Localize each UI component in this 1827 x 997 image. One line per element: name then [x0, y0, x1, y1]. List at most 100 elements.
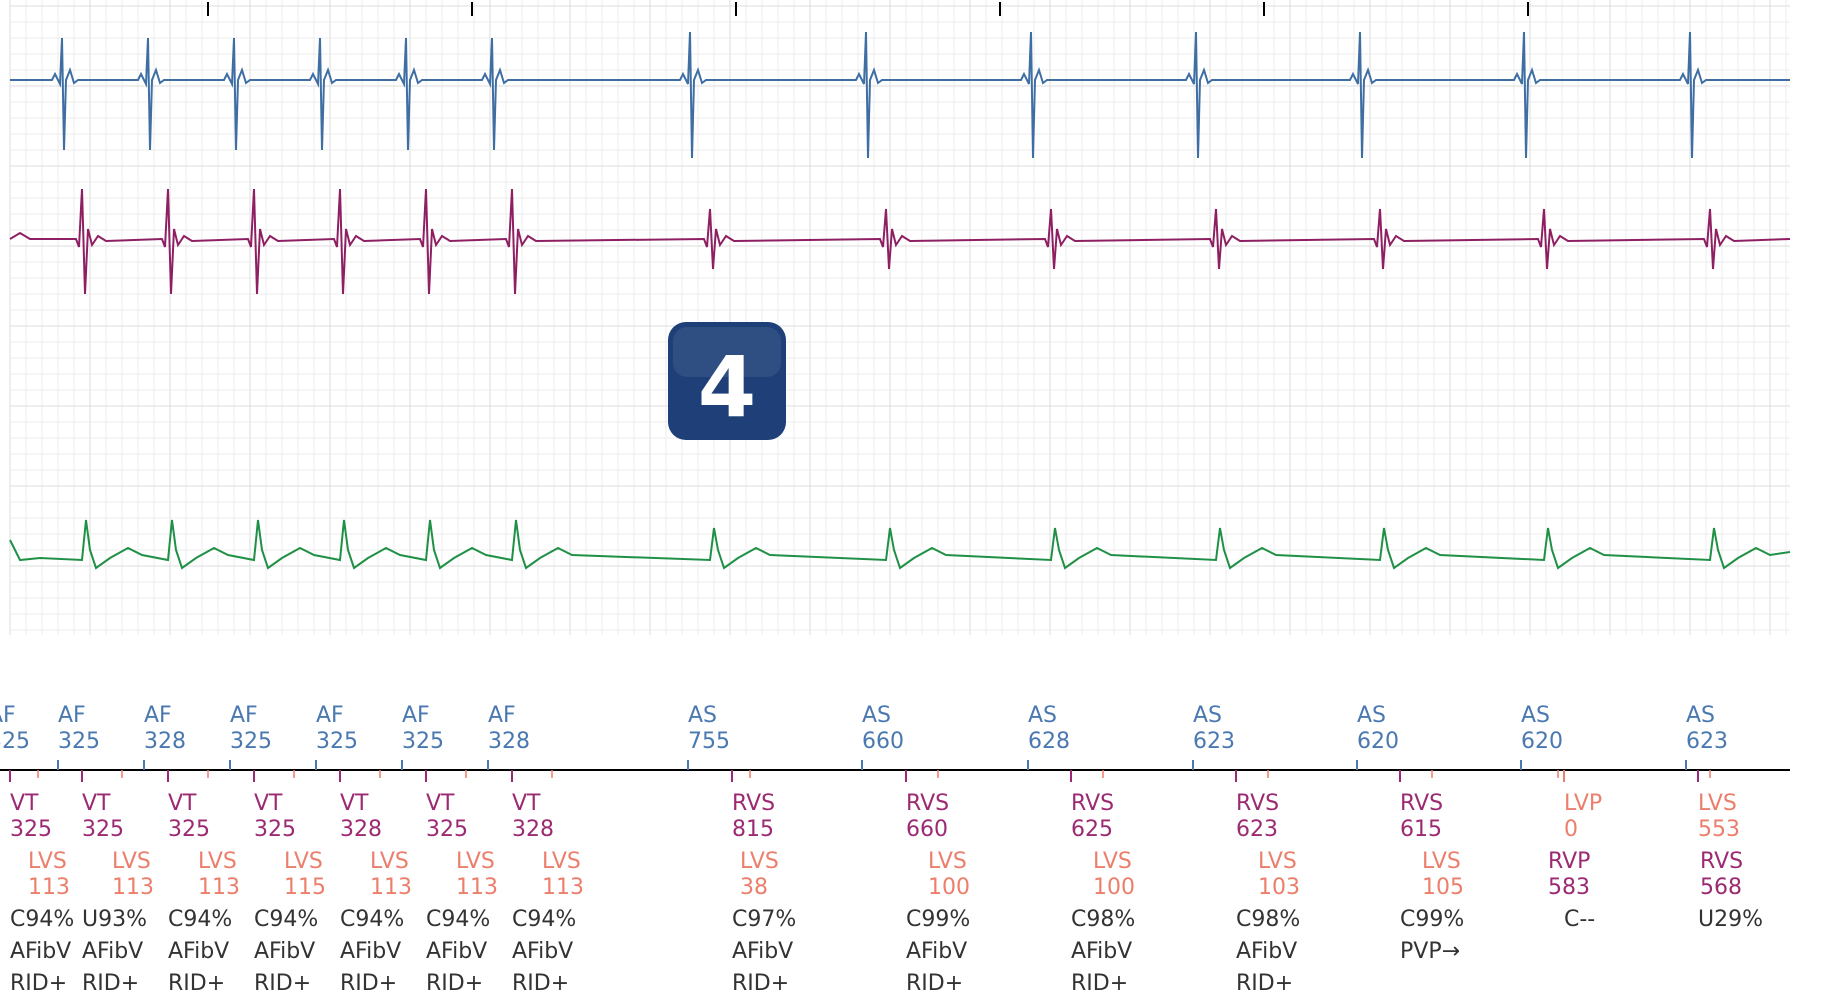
ventricular-interval: 328 — [340, 817, 382, 842]
ventricular-interval: 615 — [1400, 817, 1442, 842]
rid: RID+ — [82, 971, 139, 996]
rhythm: AFibV — [426, 939, 487, 964]
atrial-label: AS — [1193, 703, 1222, 728]
atrial-label: AS — [1028, 703, 1057, 728]
lv-label: LVS — [456, 849, 495, 874]
atrial-label: AF — [402, 703, 430, 728]
badge-number: 4 — [698, 338, 756, 436]
ventricular-label: VT — [426, 791, 455, 816]
trace-channel-2 — [9, 188, 1791, 295]
lv-label: LVS — [1422, 849, 1461, 874]
rid: RID+ — [426, 971, 483, 996]
atrial-label: AF — [0, 703, 16, 728]
confidence: C94% — [168, 907, 232, 932]
lv-label: RVS — [1700, 849, 1743, 874]
ventricular-label: VT — [340, 791, 369, 816]
rhythm: PVP→ — [1400, 939, 1460, 964]
ventricular-interval: 325 — [82, 817, 124, 842]
rhythm: AFibV — [512, 939, 573, 964]
atrial-interval: 328 — [144, 729, 186, 754]
rhythm: AFibV — [906, 939, 967, 964]
confidence: U93% — [82, 907, 147, 932]
ventricular-interval: 325 — [426, 817, 468, 842]
atrial-interval: 620 — [1521, 729, 1563, 754]
lv-interval: 113 — [456, 875, 498, 900]
confidence: C98% — [1236, 907, 1300, 932]
confidence: C94% — [512, 907, 576, 932]
ventricular-label: VT — [512, 791, 541, 816]
atrial-label: AF — [488, 703, 516, 728]
atrial-interval: 325 — [0, 729, 30, 754]
atrial-interval: 628 — [1028, 729, 1070, 754]
rid: RID+ — [512, 971, 569, 996]
atrial-label: AF — [144, 703, 172, 728]
confidence: C94% — [254, 907, 318, 932]
atrial-label: AF — [230, 703, 258, 728]
rhythm: AFibV — [1071, 939, 1132, 964]
rhythm: AFibV — [254, 939, 315, 964]
atrial-interval: 325 — [402, 729, 444, 754]
rid: RID+ — [1236, 971, 1293, 996]
ventricular-label: VT — [168, 791, 197, 816]
rid: RID+ — [732, 971, 789, 996]
lv-label: LVS — [28, 849, 67, 874]
lv-label: LVS — [112, 849, 151, 874]
ventricular-interval: 325 — [10, 817, 52, 842]
ventricular-interval: 325 — [254, 817, 296, 842]
rid: RID+ — [254, 971, 311, 996]
lv-label: LVS — [740, 849, 779, 874]
lv-label: LVS — [1258, 849, 1297, 874]
ventricular-label: VT — [82, 791, 111, 816]
ventricular-label: VT — [10, 791, 39, 816]
marker-channel: AF325VT325LVS113C94%AFibVRID+CthAF325VT3… — [0, 703, 1790, 996]
lv-interval: 113 — [370, 875, 412, 900]
lv-label: LVS — [284, 849, 323, 874]
confidence: C-- — [1564, 907, 1595, 932]
atrial-label: AS — [1686, 703, 1715, 728]
trace-channel-1 — [10, 31, 1790, 159]
lv-interval: 103 — [1258, 875, 1300, 900]
rid: RID+ — [10, 971, 67, 996]
rhythm: AFibV — [732, 939, 793, 964]
rhythm: AFibV — [340, 939, 401, 964]
lv-interval: 38 — [740, 875, 768, 900]
lv-interval: 105 — [1422, 875, 1464, 900]
trace-channel-3 — [9, 519, 1791, 570]
ventricular-interval: 660 — [906, 817, 948, 842]
ventricular-label: RVS — [906, 791, 949, 816]
atrial-interval: 325 — [58, 729, 100, 754]
rid: RID+ — [340, 971, 397, 996]
ventricular-interval: 328 — [512, 817, 554, 842]
ventricular-label: VT — [254, 791, 283, 816]
time-ticks — [207, 2, 1529, 16]
ventricular-label: LVS — [1698, 791, 1737, 816]
lv-label: LVS — [928, 849, 967, 874]
ventricular-interval: 625 — [1071, 817, 1113, 842]
lv-interval: 100 — [928, 875, 970, 900]
confidence: U29% — [1698, 907, 1763, 932]
ventricular-interval: 325 — [168, 817, 210, 842]
atrial-interval: 755 — [688, 729, 730, 754]
rid: RID+ — [168, 971, 225, 996]
lv-interval: 113 — [542, 875, 584, 900]
ventricular-label: LVP — [1564, 791, 1602, 816]
lv-label: LVS — [370, 849, 409, 874]
badge-box — [668, 322, 786, 440]
confidence: C97% — [732, 907, 796, 932]
lv-label: LVS — [198, 849, 237, 874]
lv-interval: 568 — [1700, 875, 1742, 900]
lv-label: LVS — [1093, 849, 1132, 874]
atrial-label: AS — [862, 703, 891, 728]
rhythm: AFibV — [168, 939, 229, 964]
